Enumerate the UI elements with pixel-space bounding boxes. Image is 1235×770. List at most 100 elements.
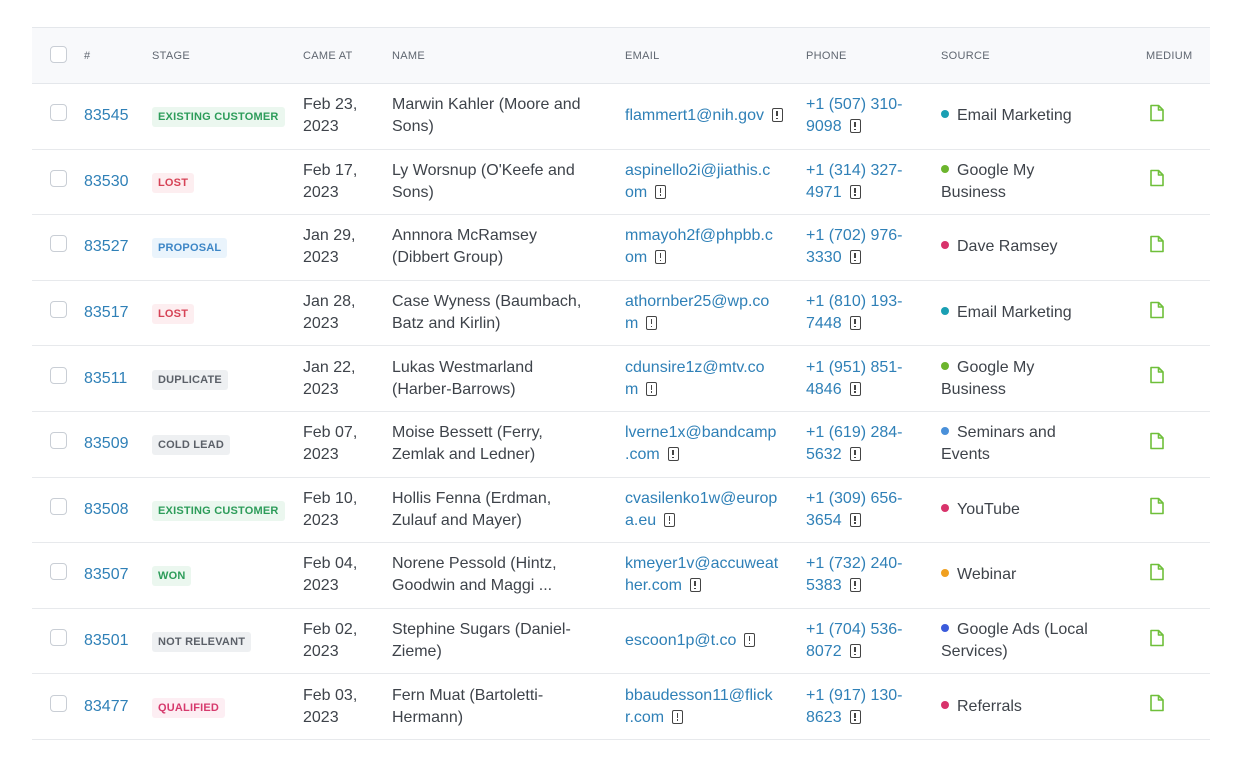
document-icon[interactable]	[1150, 169, 1164, 187]
phone-link[interactable]: +1 (810) 193- 7448	[806, 293, 903, 333]
copy-phone-icon[interactable]	[849, 119, 861, 134]
lead-id-link[interactable]: 83517	[84, 304, 129, 322]
row-checkbox[interactable]	[50, 497, 67, 515]
copy-email-icon[interactable]	[689, 578, 701, 593]
lead-id-link[interactable]: 83545	[84, 107, 129, 125]
email-link[interactable]: lverne1x@bandcamp .com	[625, 424, 777, 464]
document-icon[interactable]	[1150, 497, 1164, 515]
column-header-stage[interactable]: STAGE	[152, 27, 303, 84]
table-row[interactable]: 83501 NOT RELEVANT Feb 02, 2023 Stephine …	[32, 608, 1210, 674]
document-icon[interactable]	[1150, 301, 1164, 319]
copy-phone-icon[interactable]	[849, 709, 861, 724]
lead-id-link[interactable]: 83507	[84, 566, 129, 584]
column-header-phone[interactable]: PHONE	[806, 27, 941, 84]
copy-email-icon[interactable]	[672, 709, 684, 724]
table-row[interactable]: 83517 LOST Jan 28, 2023 Case Wyness (Baum…	[32, 280, 1210, 346]
copy-email-icon[interactable]	[771, 108, 783, 123]
email-link[interactable]: bbaudesson11@flick r.com	[625, 686, 773, 726]
phone-link[interactable]: +1 (314) 327- 4971	[806, 161, 903, 201]
email-link[interactable]: mmayoh2f@phpbb.c om	[625, 227, 773, 267]
lead-id-link[interactable]: 83501	[84, 632, 129, 650]
lead-id-link[interactable]: 83477	[84, 697, 129, 715]
source-color-dot	[941, 241, 949, 250]
row-checkbox[interactable]	[50, 694, 67, 712]
copy-phone-icon[interactable]	[849, 447, 861, 462]
table-row[interactable]: 83509 COLD LEAD Feb 07, 2023 Moise Besset…	[32, 411, 1210, 478]
row-checkbox[interactable]	[50, 104, 67, 122]
copy-phone-icon[interactable]	[849, 644, 861, 659]
source-cell: Webinar	[941, 566, 1016, 583]
document-icon[interactable]	[1150, 366, 1164, 384]
email-link[interactable]: aspinello2i@jiathis.c om	[625, 161, 771, 201]
copy-phone-icon[interactable]	[849, 578, 861, 593]
lead-id-link[interactable]: 83508	[84, 500, 129, 518]
email-cell: athornber25@wp.co m	[625, 293, 769, 332]
row-checkbox[interactable]	[50, 563, 67, 581]
phone-link[interactable]: +1 (732) 240- 5383	[806, 555, 903, 595]
row-checkbox[interactable]	[50, 629, 67, 647]
document-icon[interactable]	[1150, 563, 1164, 581]
table-row[interactable]: 83508 EXISTING CUSTOMER Feb 10, 2023 Holl…	[32, 477, 1210, 543]
copy-phone-icon[interactable]	[849, 184, 861, 199]
copy-phone-icon[interactable]	[849, 250, 861, 265]
document-icon[interactable]	[1150, 694, 1164, 712]
leads-table: # STAGE CAME AT NAME EMAIL PHONE SOURCE …	[32, 27, 1210, 740]
copy-email-icon[interactable]	[664, 512, 676, 527]
copy-phone-icon[interactable]	[849, 512, 861, 527]
copy-email-icon[interactable]	[744, 633, 756, 648]
row-checkbox[interactable]	[50, 432, 67, 450]
select-all-checkbox[interactable]	[50, 45, 67, 63]
phone-cell: +1 (704) 536- 8072	[806, 621, 903, 660]
row-checkbox[interactable]	[50, 169, 67, 187]
table-row[interactable]: 83530 LOST Feb 17, 2023 Ly Worsnup (O'Kee…	[32, 149, 1210, 215]
column-header-name[interactable]: NAME	[392, 27, 625, 84]
stage-badge: DUPLICATE	[152, 369, 228, 390]
lead-id-link[interactable]: 83530	[84, 172, 129, 190]
table-row[interactable]: 83507 WON Feb 04, 2023 Norene Pessold (Hi…	[32, 543, 1210, 609]
email-link[interactable]: kmeyer1v@accuweat her.com	[625, 555, 779, 595]
column-header-source[interactable]: SOURCE	[941, 27, 1146, 84]
email-link[interactable]: flammert1@nih.gov	[625, 107, 764, 125]
copy-email-icon[interactable]	[667, 447, 679, 462]
document-icon[interactable]	[1150, 104, 1164, 122]
phone-link[interactable]: +1 (507) 310- 9098	[806, 96, 903, 136]
phone-cell: +1 (951) 851- 4846	[806, 359, 903, 398]
copy-email-icon[interactable]	[646, 316, 658, 331]
phone-link[interactable]: +1 (704) 536- 8072	[806, 621, 903, 661]
row-checkbox[interactable]	[50, 235, 67, 253]
column-header-medium[interactable]: MEDIUM	[1146, 27, 1210, 84]
table-row[interactable]: 83477 QUALIFIED Feb 03, 2023 Fern Muat (B…	[32, 674, 1210, 740]
document-icon[interactable]	[1150, 432, 1164, 450]
column-header-number[interactable]: #	[84, 27, 152, 84]
email-link[interactable]: cvasilenko1w@europ a.eu	[625, 489, 778, 529]
copy-email-icon[interactable]	[655, 184, 667, 199]
copy-email-icon[interactable]	[655, 250, 667, 265]
document-icon[interactable]	[1150, 629, 1164, 647]
came-at-date: Feb 23, 2023	[303, 96, 358, 136]
table-row[interactable]: 83527 PROPOSAL Jan 29, 2023 Annnora McRam…	[32, 215, 1210, 281]
column-header-came-at[interactable]: CAME AT	[303, 27, 392, 84]
email-link[interactable]: escoon1p@t.co	[625, 632, 737, 650]
email-link[interactable]: athornber25@wp.co m	[625, 293, 770, 333]
row-checkbox[interactable]	[50, 301, 67, 319]
lead-id-link[interactable]: 83527	[84, 238, 129, 256]
phone-link[interactable]: +1 (619) 284- 5632	[806, 424, 903, 464]
row-checkbox[interactable]	[50, 366, 67, 384]
copy-email-icon[interactable]	[646, 381, 658, 396]
source-color-dot	[941, 569, 949, 578]
copy-phone-icon[interactable]	[849, 381, 861, 396]
document-icon[interactable]	[1150, 235, 1164, 253]
table-row[interactable]: 83511 DUPLICATE Jan 22, 2023 Lukas Westma…	[32, 346, 1210, 412]
phone-link[interactable]: +1 (702) 976- 3330	[806, 227, 903, 267]
table-row[interactable]: 83545 EXISTING CUSTOMER Feb 23, 2023 Marw…	[32, 84, 1210, 150]
lead-id-link[interactable]: 83511	[84, 369, 128, 387]
source-color-dot	[941, 624, 949, 633]
copy-phone-icon[interactable]	[849, 316, 861, 331]
lead-id-link[interactable]: 83509	[84, 435, 129, 453]
phone-link[interactable]: +1 (917) 130- 8623	[806, 686, 903, 726]
phone-link[interactable]: +1 (309) 656- 3654	[806, 489, 903, 529]
column-header-email[interactable]: EMAIL	[625, 27, 806, 84]
email-link[interactable]: cdunsire1z@mtv.co m	[625, 358, 765, 398]
phone-link[interactable]: +1 (951) 851- 4846	[806, 358, 903, 398]
stage-badge: LOST	[152, 304, 195, 325]
